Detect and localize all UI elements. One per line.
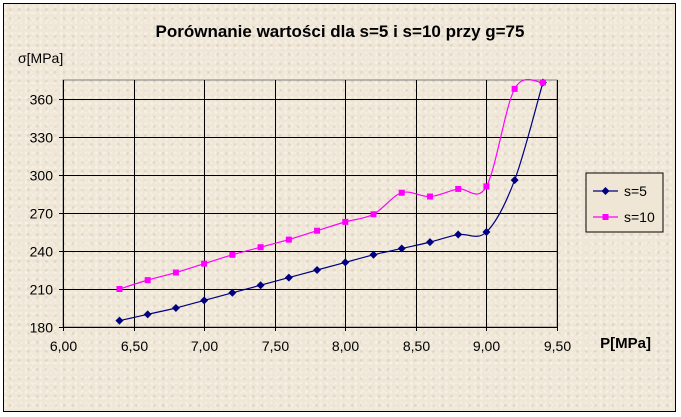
series-2 bbox=[116, 78, 546, 292]
x-tick-label: 7,50 bbox=[262, 338, 289, 354]
data-point bbox=[229, 251, 236, 258]
legend-label: s=5 bbox=[624, 183, 647, 199]
data-point bbox=[284, 273, 293, 282]
data-point bbox=[201, 260, 208, 267]
x-tick-label: 8,00 bbox=[332, 338, 359, 354]
data-point bbox=[426, 193, 433, 200]
series-line bbox=[119, 82, 544, 322]
x-tick-label: 8,50 bbox=[403, 338, 430, 354]
plot-area: 180 210 240 270 300 330 360 6,00 6,50 7,00 7,50 8,0… bbox=[30, 78, 571, 354]
data-point bbox=[200, 296, 209, 305]
legend-swatch-marker bbox=[602, 214, 609, 220]
data-point bbox=[314, 227, 321, 234]
y-tick-label: 180 bbox=[30, 320, 54, 336]
data-point bbox=[116, 286, 123, 292]
series-1 bbox=[115, 78, 547, 325]
data-point bbox=[342, 218, 349, 225]
data-point bbox=[257, 244, 264, 251]
x-tick-label: 9,50 bbox=[544, 338, 571, 354]
chart-title: Porównanie wartości dla s=5 i s=10 przy … bbox=[156, 22, 525, 41]
legend-swatch-marker bbox=[601, 187, 610, 195]
data-point bbox=[341, 258, 350, 267]
x-tick-label: 6,50 bbox=[121, 338, 148, 354]
data-point bbox=[285, 236, 292, 243]
data-point bbox=[171, 304, 180, 312]
data-point bbox=[369, 250, 378, 259]
data-point bbox=[482, 228, 491, 236]
data-point bbox=[143, 310, 152, 319]
legend: s=5 s=10 bbox=[585, 172, 664, 233]
data-point bbox=[313, 266, 322, 274]
data-point bbox=[398, 189, 405, 196]
y-tick-label: 300 bbox=[30, 168, 54, 184]
data-point bbox=[228, 288, 237, 297]
data-point bbox=[144, 277, 151, 284]
data-point bbox=[483, 183, 490, 190]
x-tick-label: 7,00 bbox=[191, 338, 218, 354]
data-point bbox=[454, 230, 463, 239]
data-point bbox=[172, 269, 179, 276]
data-point bbox=[370, 211, 377, 218]
data-point bbox=[511, 85, 518, 92]
x-axis-label: P[MPa] bbox=[600, 335, 651, 352]
y-tick-label: 210 bbox=[30, 282, 54, 298]
legend-label: s=10 bbox=[624, 209, 655, 225]
legend-box bbox=[585, 172, 664, 233]
data-point bbox=[425, 238, 434, 247]
data-point bbox=[539, 79, 546, 86]
data-point bbox=[455, 185, 462, 192]
x-tick-label: 9,00 bbox=[473, 338, 500, 354]
data-point bbox=[115, 316, 124, 325]
y-tick-label: 330 bbox=[30, 130, 54, 146]
y-tick-label: 240 bbox=[30, 244, 54, 260]
y-tick-label: 360 bbox=[30, 92, 54, 108]
data-point bbox=[256, 281, 265, 290]
series-line bbox=[119, 78, 544, 290]
chart-frame bbox=[3, 3, 676, 412]
x-tick-label: 6,00 bbox=[50, 338, 77, 354]
y-tick-label: 270 bbox=[30, 206, 54, 222]
data-point bbox=[510, 176, 519, 185]
y-axis-label: σ[MPa] bbox=[18, 50, 63, 66]
data-point bbox=[397, 244, 406, 253]
